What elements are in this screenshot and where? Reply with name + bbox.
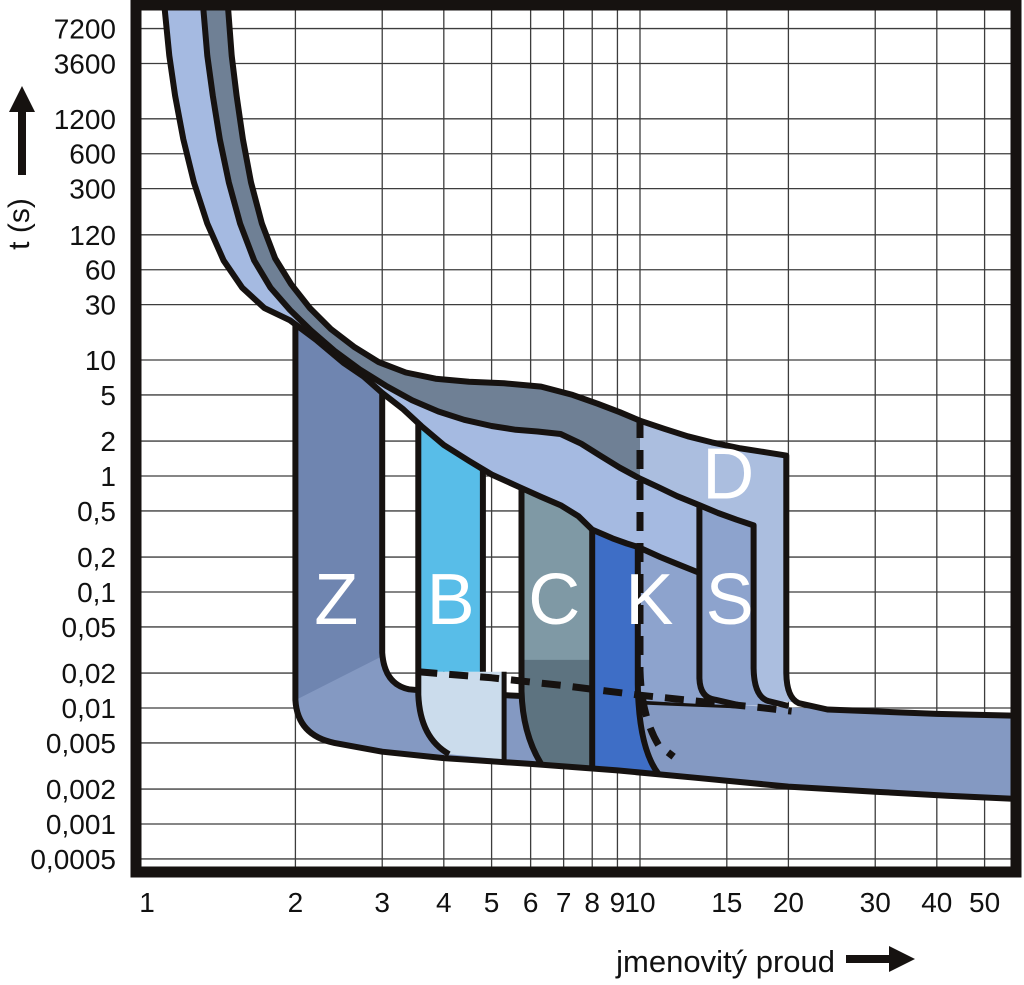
x-tick-label-2: 2: [288, 887, 304, 918]
y-tick-label-0,05: 0,05: [62, 612, 117, 643]
region-letter-Z: Z: [314, 560, 358, 640]
region-letter-B: B: [427, 560, 475, 640]
c-band-left-edge: [518, 488, 544, 766]
x-tick-label-7: 7: [556, 887, 572, 918]
trip-curve-min: [161, 6, 701, 576]
y-tick-label-0,02: 0,02: [62, 658, 117, 689]
z-band: [295, 322, 383, 701]
y-tick-label-600: 600: [69, 139, 116, 170]
x-tick-label-40: 40: [921, 887, 952, 918]
y-tick-label-1: 1: [100, 461, 116, 492]
y-tick-label-30: 30: [85, 290, 116, 321]
s-left-drop-line: [696, 505, 742, 709]
y-tick-label-60: 60: [85, 255, 116, 286]
thermal-gray-band: [203, 7, 640, 479]
d-band: [640, 420, 799, 703]
y-tick-label-5: 5: [100, 380, 116, 411]
x-tick-label-6: 6: [523, 887, 539, 918]
region-letter-C: C: [528, 560, 580, 640]
region-letter-S: S: [706, 560, 754, 640]
y-tick-label-0,1: 0,1: [77, 577, 116, 608]
x-tick-label-4: 4: [436, 887, 452, 918]
x-tick-label-3: 3: [374, 887, 390, 918]
y-axis-arrow-head: [9, 86, 35, 112]
x-tick-label-5: 5: [484, 887, 500, 918]
x-tick-label-1: 1: [139, 887, 155, 918]
x-axis-arrow-head: [889, 946, 915, 972]
dashed-line-diagonal: [418, 668, 792, 715]
x-tick-label-20: 20: [773, 887, 804, 918]
trip-curve-mid: [200, 6, 790, 709]
y-tick-label-10: 10: [85, 345, 116, 376]
k-band-right-edge: [634, 546, 661, 776]
y-tick-label-300: 300: [69, 174, 116, 205]
b-pale-region: [418, 671, 505, 760]
y-tick-label-0,001: 0,001: [46, 809, 116, 840]
y-tick-label-2: 2: [100, 426, 116, 457]
x-tick-label-30: 30: [860, 887, 891, 918]
x-tick-label-9: 9: [610, 887, 626, 918]
b-band: [418, 423, 483, 672]
y-axis-title: t (s): [3, 198, 36, 250]
region-letter-D: D: [702, 435, 754, 515]
y-tick-label-3600: 3600: [54, 48, 116, 79]
y-tick-label-0,005: 0,005: [46, 728, 116, 759]
y-tick-label-120: 120: [69, 220, 116, 251]
plot-frame: [130, 0, 1022, 878]
region-letter-K: K: [625, 560, 673, 640]
x-axis-title: jmenovitý proud: [616, 944, 835, 979]
x-tick-label-15: 15: [711, 887, 742, 918]
y-tick-label-0,002: 0,002: [46, 774, 116, 805]
y-tick-label-0,01: 0,01: [62, 693, 117, 724]
x-tick-label-50: 50: [969, 887, 1000, 918]
y-tick-label-0,0005: 0,0005: [30, 844, 116, 875]
y-tick-label-7200: 7200: [54, 14, 116, 45]
k-band: [592, 529, 659, 774]
dashed-line-10x: [636, 419, 676, 760]
bottom-band-outer-edge: [292, 322, 1013, 802]
x-tick-label-8: 8: [584, 887, 600, 918]
x-tick-label-10: 10: [624, 887, 655, 918]
y-tick-label-1200: 1200: [54, 104, 116, 135]
b-band-left-edge: [415, 423, 451, 757]
y-tick-label-0,2: 0,2: [77, 542, 116, 573]
y-tick-label-0,5: 0,5: [77, 496, 116, 527]
